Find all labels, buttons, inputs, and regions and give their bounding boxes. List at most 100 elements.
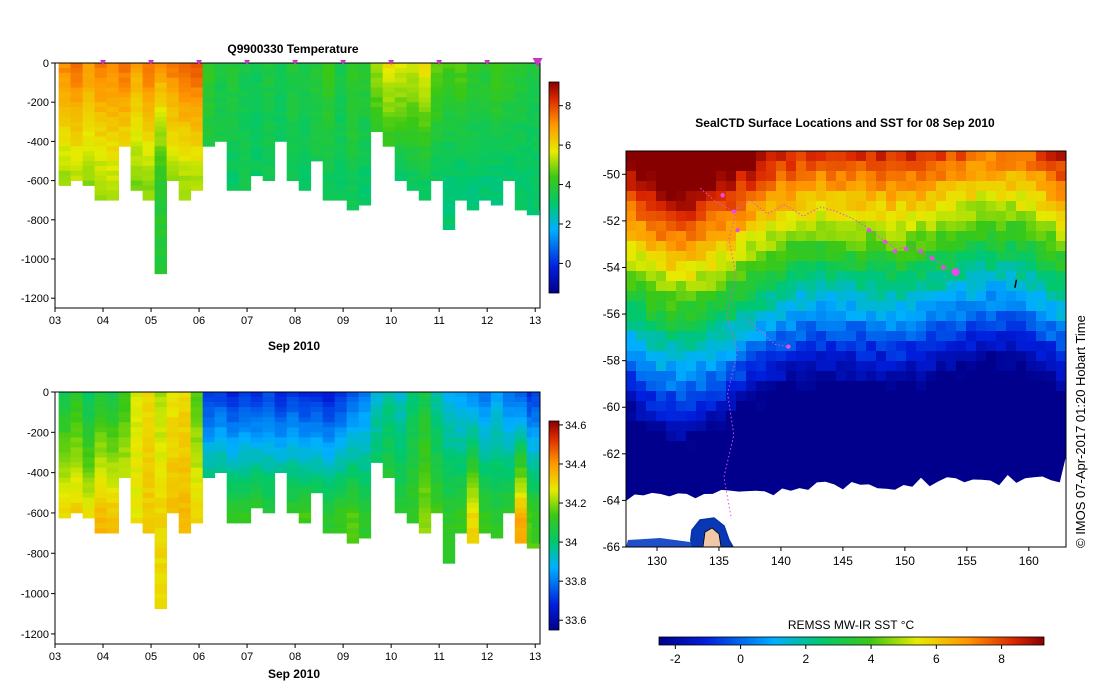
sst-cell	[706, 231, 717, 242]
section-cell	[178, 180, 192, 186]
sst-cell	[776, 191, 787, 202]
sst-cell	[956, 441, 967, 452]
sst-cell	[726, 181, 737, 192]
sst-cell	[996, 251, 1007, 262]
section-cell	[418, 452, 432, 458]
section-cell	[531, 165, 541, 172]
section-cell	[322, 107, 336, 113]
sst-cell	[956, 231, 967, 242]
sst-cell	[716, 331, 727, 342]
section-cell	[130, 146, 143, 152]
section-cell	[226, 67, 240, 74]
section-cell	[178, 513, 192, 519]
sst-cell	[896, 281, 907, 292]
section-cell	[382, 457, 396, 463]
section-cell	[286, 402, 300, 408]
sst-cell	[1006, 441, 1017, 452]
sst-cell	[796, 171, 807, 182]
sst-cell	[746, 241, 757, 252]
sst-cell	[856, 211, 867, 222]
sst-cell	[916, 461, 927, 472]
section-cell	[334, 175, 348, 181]
section-cell	[466, 82, 480, 88]
section-cell	[346, 116, 360, 123]
section-cell	[406, 507, 420, 514]
section-cell	[202, 427, 216, 433]
colorbar-tick-label: 34.2	[565, 498, 586, 510]
sst-cell	[796, 391, 807, 402]
section-cell	[478, 151, 492, 157]
section-cell	[406, 472, 420, 478]
section-cell	[502, 422, 516, 428]
sst-cell	[786, 461, 797, 472]
section-cell	[82, 97, 95, 103]
sst-cell	[716, 351, 727, 362]
section-cell	[322, 165, 336, 172]
section-cell	[418, 112, 432, 118]
section-cell	[298, 518, 312, 524]
sst-cell	[966, 331, 977, 342]
section-cell	[226, 487, 240, 494]
sst-cell	[846, 371, 857, 382]
sst-cell	[796, 341, 807, 352]
section-cell	[226, 92, 240, 98]
section-cell	[514, 67, 528, 74]
sst-cell	[906, 151, 917, 162]
temperature-section-cells	[58, 63, 541, 275]
section-cell	[274, 407, 288, 413]
section-cell	[274, 447, 288, 453]
section-cell	[106, 126, 119, 132]
x-tick-label: 10	[385, 315, 397, 327]
section-cell	[454, 407, 468, 413]
section-cell	[202, 422, 216, 428]
colorbar-tick-label: 8	[565, 101, 571, 113]
section-cell	[490, 427, 504, 433]
section-cell	[346, 497, 360, 504]
section-cell	[202, 67, 216, 74]
sst-cell	[836, 231, 847, 242]
sst-cell	[796, 151, 807, 162]
section-cell	[142, 97, 155, 103]
section-cell	[502, 156, 516, 162]
section-cell	[442, 175, 456, 181]
section-cell	[502, 63, 516, 69]
sst-cell	[856, 241, 867, 252]
section-cell	[154, 497, 167, 504]
sst-cell	[666, 331, 677, 342]
sst-cell	[956, 311, 967, 322]
section-cell	[262, 427, 276, 433]
sst-cell	[866, 241, 877, 252]
section-cell	[178, 518, 192, 524]
sst-cell	[716, 161, 727, 172]
section-cell	[202, 131, 216, 137]
sst-cell	[806, 211, 817, 222]
sst-cell	[726, 251, 737, 262]
sst-cell	[776, 211, 787, 222]
sst-cell	[796, 351, 807, 362]
sst-cell	[646, 361, 657, 372]
section-cell	[442, 427, 456, 433]
section-cell	[226, 472, 240, 478]
sst-cell	[916, 211, 927, 222]
section-cell	[166, 77, 179, 83]
sst-cell	[676, 351, 687, 362]
y-tick-label: -1000	[21, 254, 49, 266]
sst-cell	[726, 201, 737, 212]
section-cell	[531, 477, 541, 484]
section-cell	[298, 185, 312, 191]
sst-cell	[656, 471, 667, 482]
sst-cell	[996, 461, 1007, 472]
sst-cell	[946, 391, 957, 402]
section-cell	[454, 126, 468, 132]
section-cell	[430, 121, 444, 128]
sst-cell	[1016, 201, 1027, 212]
sst-cell	[886, 371, 897, 382]
section-cell	[142, 146, 155, 152]
section-cell	[394, 462, 408, 468]
section-cell	[250, 72, 264, 79]
section-cell	[358, 156, 372, 162]
section-cell	[262, 87, 276, 93]
section-cell	[118, 82, 131, 88]
section-cell	[334, 467, 348, 473]
section-cell	[322, 175, 336, 181]
